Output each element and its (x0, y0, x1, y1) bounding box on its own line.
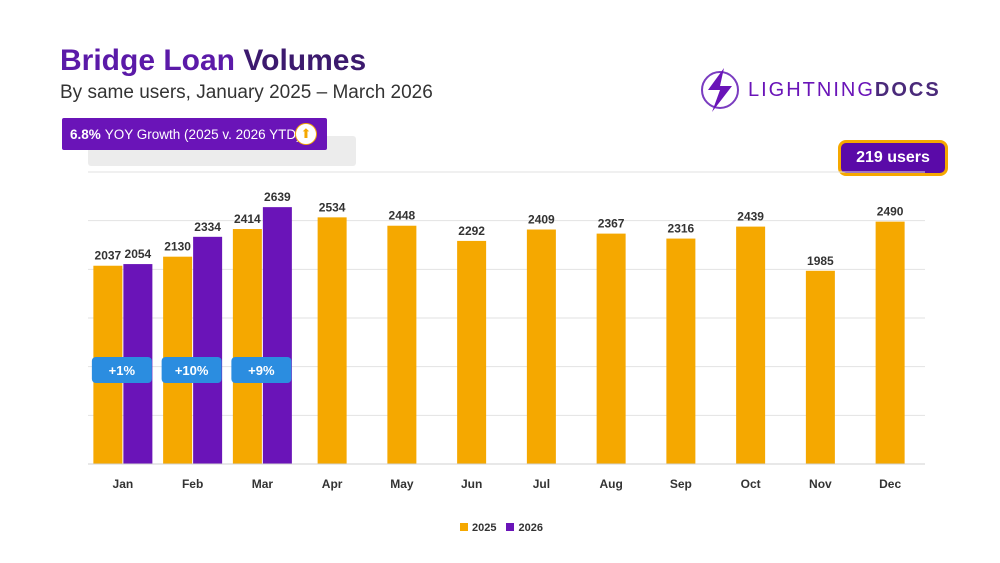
data-label: 2534 (319, 200, 346, 214)
arrow-up-icon: ⬆ (295, 123, 317, 145)
bar-2025-Mar (232, 229, 262, 464)
data-label: 2409 (528, 213, 555, 227)
bar-2026-Mar (262, 207, 292, 464)
data-label: 2448 (389, 209, 416, 223)
bar-2025-May (387, 225, 417, 464)
data-label: 2130 (164, 240, 191, 254)
x-tick-label: Sep (670, 477, 692, 491)
x-tick-label: May (390, 477, 414, 491)
x-tick-label: Mar (252, 477, 274, 491)
x-tick-label: Apr (322, 477, 343, 491)
x-tick-label: Oct (741, 477, 761, 491)
bar-2025-Jun (457, 240, 487, 464)
bar-2025-Oct (736, 226, 766, 464)
x-tick-label: Jan (113, 477, 134, 491)
bar-2025-Apr (317, 217, 347, 464)
data-label: 2439 (737, 210, 764, 224)
bar-2026-Feb (193, 236, 223, 464)
users-badge: 219 users (838, 140, 948, 176)
growth-badge (91, 357, 152, 383)
data-label: 2054 (125, 247, 152, 261)
x-tick-label: Jul (533, 477, 550, 491)
x-tick-label: Dec (879, 477, 901, 491)
bar-2025-Nov (805, 270, 835, 464)
x-tick-label: Aug (599, 477, 622, 491)
page-title: Bridge Loan Volumes (60, 44, 367, 77)
x-tick-label: Nov (809, 477, 832, 491)
growth-badge-label: +9% (248, 363, 275, 378)
data-label: 2367 (598, 217, 625, 231)
bar-2025-Sep (666, 238, 696, 464)
growth-badge (231, 357, 292, 383)
data-label: 1985 (807, 254, 834, 268)
bar-2025-Dec (875, 221, 905, 464)
subtitle: By same users, January 2025 – March 2026 (60, 82, 433, 103)
legend-item-2025: 2025 (460, 522, 496, 534)
x-tick-label: Feb (182, 477, 203, 491)
logo: LIGHTNINGDOCS (698, 66, 941, 114)
growth-badge-label: +1% (109, 363, 136, 378)
data-label: 2334 (194, 220, 221, 234)
data-label: 2037 (95, 249, 122, 263)
lightning-bolt-icon (701, 68, 739, 112)
data-label: 2490 (877, 205, 904, 219)
data-label: 2639 (264, 190, 291, 204)
data-label: 2414 (234, 212, 261, 226)
data-label: 2292 (458, 224, 485, 238)
legend: 2025 2026 (460, 522, 543, 534)
data-label: 2316 (668, 222, 695, 236)
yoy-growth-banner: 6.8% YOY Growth (2025 v. 2026 YTD) ⬆ (62, 118, 327, 150)
bar-2025-Aug (596, 233, 626, 464)
growth-badge-label: +10% (175, 363, 209, 378)
x-tick-label: Jun (461, 477, 482, 491)
legend-item-2026: 2026 (506, 522, 543, 534)
growth-badge (161, 357, 222, 383)
bar-2025-Jul (526, 229, 556, 464)
